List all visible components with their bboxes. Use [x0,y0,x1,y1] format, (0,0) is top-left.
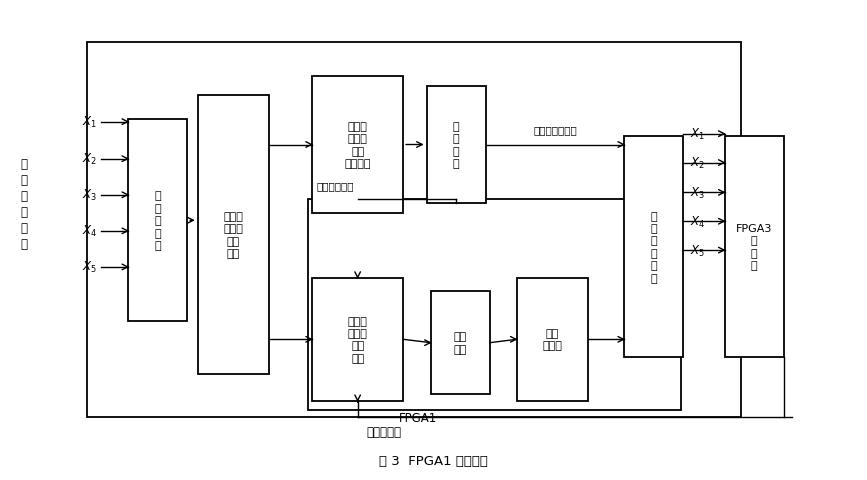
Text: FPGA3
接
收
机: FPGA3 接 收 机 [736,224,772,271]
Text: $X_2$: $X_2$ [690,156,705,171]
Text: 帧有效信号: 帧有效信号 [367,425,401,439]
Text: $X_5$: $X_5$ [690,243,705,258]
Text: FPGA1: FPGA1 [399,411,437,424]
Bar [312,278,403,401]
Text: 信号
解交织: 信号 解交织 [543,328,562,351]
Bar [431,291,490,395]
Text: 图 3  FPGA1 功能设计: 图 3 FPGA1 功能设计 [379,454,488,468]
Text: $X_1$: $X_1$ [81,115,97,130]
Text: 交
织
检
测: 交 织 检 测 [453,121,460,169]
Text: $X_4$: $X_4$ [81,224,97,239]
Bar [312,77,403,214]
Text: $X_4$: $X_4$ [690,214,706,229]
Bar [517,278,588,401]
Text: 五阵元
协方差
矩阵
累加: 五阵元 协方差 矩阵 累加 [348,316,368,363]
Bar [725,137,784,358]
Bar [198,96,269,374]
Text: 五阵元
协方差
矩阵
计算: 五阵元 协方差 矩阵 计算 [224,212,243,259]
Bar [427,86,486,204]
Text: $X_3$: $X_3$ [690,185,705,201]
Text: 整
合
输
出
信
号: 整 合 输 出 信 号 [650,211,657,283]
Text: 矩阵
求逆: 矩阵 求逆 [453,332,467,354]
Text: 二阵元
协方差
矩阵
求特征值: 二阵元 协方差 矩阵 求特征值 [344,121,371,169]
Text: $X_1$: $X_1$ [690,127,705,142]
Bar [624,137,683,358]
Bar [87,43,741,418]
Text: $X_3$: $X_3$ [81,188,97,203]
Bar [308,199,681,410]
Text: $X_5$: $X_5$ [81,260,97,275]
Text: 数
字
中
频
信
号: 数 字 中 频 信 号 [21,157,28,251]
Text: 信号出现交织: 信号出现交织 [316,180,354,191]
Text: 信号未出现交织: 信号未出现交织 [533,125,577,134]
Bar [128,120,187,322]
Text: 信
号
预
处
理: 信 号 预 处 理 [154,191,161,251]
Text: $X_2$: $X_2$ [81,152,97,167]
